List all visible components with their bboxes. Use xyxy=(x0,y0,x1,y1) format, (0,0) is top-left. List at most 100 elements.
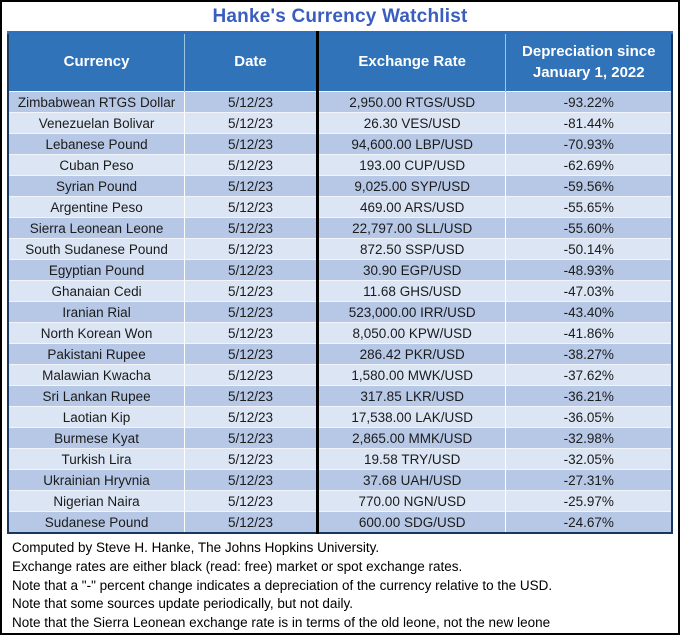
cell-rate: 600.00 SDG/USD xyxy=(315,511,507,533)
cell-rate: 286.42 PKR/USD xyxy=(315,343,507,365)
cell-rate: 2,950.00 RTGS/USD xyxy=(315,91,507,113)
table-row: Sri Lankan Rupee 5/12/23 317.85 LKR/USD -36… xyxy=(8,385,672,407)
header-row: Currency Date Exchange Rate Depreciation… xyxy=(8,32,672,92)
cell-rate: 523,000.00 IRR/USD xyxy=(315,301,507,323)
table-row: Malawian Kwacha 5/12/23 1,580.00 MWK/USD -3… xyxy=(8,364,672,386)
cell-depreciation: -43.40% xyxy=(505,301,672,323)
cell-rate: 469.00 ARS/USD xyxy=(315,196,507,218)
cell-currency: Sierra Leonean Leone xyxy=(8,217,186,239)
cell-depreciation: -32.05% xyxy=(505,448,672,470)
column-header-exchange-rate: Exchange Rate xyxy=(315,32,507,92)
cell-date: 5/12/23 xyxy=(184,238,318,260)
table-row: Turkish Lira 5/12/23 19.58 TRY/USD -32.05% xyxy=(8,448,672,470)
cell-rate: 770.00 NGN/USD xyxy=(315,490,507,512)
table-row: Pakistani Rupee 5/12/23 286.42 PKR/USD -38.… xyxy=(8,343,672,365)
cell-depreciation: -25.97% xyxy=(505,490,672,512)
cell-rate: 26.30 VES/USD xyxy=(315,112,507,134)
table-row: South Sudanese Pound 5/12/23 872.50 SSP/US… xyxy=(8,238,672,260)
footnote-line: Exchange rates are either black (read: f… xyxy=(12,558,463,574)
cell-depreciation: -62.69% xyxy=(505,154,672,176)
cell-depreciation: -38.27% xyxy=(505,343,672,365)
cell-currency: North Korean Won xyxy=(8,322,186,344)
cell-currency: Ghanaian Cedi xyxy=(8,280,186,302)
cell-currency: Egyptian Pound xyxy=(8,259,186,281)
cell-depreciation: -41.86% xyxy=(505,322,672,344)
cell-currency: Pakistani Rupee xyxy=(8,343,186,365)
table-container: Currency Date Exchange Rate Depreciation… xyxy=(2,31,678,534)
footnote-line: Note that the Sierra Leonean exchange ra… xyxy=(12,615,551,631)
table-row: Zimbabwean RTGS Dollar 5/12/23 2,950.00 RT… xyxy=(8,91,672,113)
table-row: Sierra Leonean Leone 5/12/23 22,797.00 SLL… xyxy=(8,217,672,239)
cell-rate: 11.68 GHS/USD xyxy=(315,280,507,302)
cell-rate: 2,865.00 MMK/USD xyxy=(315,427,507,449)
cell-rate: 94,600.00 LBP/USD xyxy=(315,133,507,155)
footnote-line: Computed by Steve H. Hanke, The Johns Ho… xyxy=(12,540,380,555)
cell-rate: 19.58 TRY/USD xyxy=(315,448,507,470)
table-row: North Korean Won 5/12/23 8,050.00 KPW/USD -… xyxy=(8,322,672,344)
cell-date: 5/12/23 xyxy=(184,217,318,239)
cell-date: 5/12/23 xyxy=(184,91,318,113)
cell-depreciation: -81.44% xyxy=(505,112,672,134)
cell-currency: Turkish Lira xyxy=(8,448,186,470)
cell-date: 5/12/23 xyxy=(184,154,318,176)
table-row: Syrian Pound 5/12/23 9,025.00 SYP/USD -59.5… xyxy=(8,175,672,197)
table-row: Nigerian Naira 5/12/23 770.00 NGN/USD -25.9… xyxy=(8,490,672,512)
cell-date: 5/12/23 xyxy=(184,196,318,218)
cell-currency: Burmese Kyat xyxy=(8,427,186,449)
table-row: Lebanese Pound 5/12/23 94,600.00 LBP/USD -7… xyxy=(8,133,672,155)
cell-depreciation: -24.67% xyxy=(505,511,672,533)
cell-currency: Sri Lankan Rupee xyxy=(8,385,186,407)
cell-depreciation: -55.65% xyxy=(505,196,672,218)
cell-depreciation: -47.03% xyxy=(505,280,672,302)
table-header: Currency Date Exchange Rate Depreciation… xyxy=(8,32,672,92)
column-header-date: Date xyxy=(184,32,318,92)
currency-table: Currency Date Exchange Rate Depreciation… xyxy=(7,31,673,534)
cell-rate: 1,580.00 MWK/USD xyxy=(315,364,507,386)
cell-currency: Zimbabwean RTGS Dollar xyxy=(8,91,186,113)
cell-currency: Iranian Rial xyxy=(8,301,186,323)
cell-depreciation: -48.93% xyxy=(505,259,672,281)
cell-depreciation: -27.31% xyxy=(505,469,672,491)
cell-depreciation: -59.56% xyxy=(505,175,672,197)
cell-currency: Argentine Peso xyxy=(8,196,186,218)
column-header-depreciation: Depreciation since January 1, 2022 xyxy=(505,32,672,92)
cell-depreciation: -55.60% xyxy=(505,217,672,239)
cell-date: 5/12/23 xyxy=(184,448,318,470)
cell-currency: Sudanese Pound xyxy=(8,511,186,533)
table-row: Iranian Rial 5/12/23 523,000.00 IRR/USD -43… xyxy=(8,301,672,323)
cell-currency: Ukrainian Hryvnia xyxy=(8,469,186,491)
cell-date: 5/12/23 xyxy=(184,385,318,407)
cell-currency: Cuban Peso xyxy=(8,154,186,176)
cell-rate: 193.00 CUP/USD xyxy=(315,154,507,176)
table-row: Sudanese Pound 5/12/23 600.00 SDG/USD -24.6… xyxy=(8,511,672,533)
table-row: Burmese Kyat 5/12/23 2,865.00 MMK/USD -32.9… xyxy=(8,427,672,449)
cell-currency: Venezuelan Bolivar xyxy=(8,112,186,134)
cell-currency: Lebanese Pound xyxy=(8,133,186,155)
cell-currency: Malawian Kwacha xyxy=(8,364,186,386)
cell-date: 5/12/23 xyxy=(184,469,318,491)
cell-date: 5/12/23 xyxy=(184,511,318,533)
table-row: Egyptian Pound 5/12/23 30.90 EGP/USD -48.93… xyxy=(8,259,672,281)
cell-currency: Nigerian Naira xyxy=(8,490,186,512)
cell-currency: South Sudanese Pound xyxy=(8,238,186,260)
cell-rate: 17,538.00 LAK/USD xyxy=(315,406,507,428)
cell-date: 5/12/23 xyxy=(184,490,318,512)
footnotes: Computed by Steve H. Hanke, The Johns Ho… xyxy=(2,534,678,633)
cell-depreciation: -37.62% xyxy=(505,364,672,386)
cell-rate: 30.90 EGP/USD xyxy=(315,259,507,281)
cell-rate: 9,025.00 SYP/USD xyxy=(315,175,507,197)
cell-depreciation: -36.21% xyxy=(505,385,672,407)
cell-date: 5/12/23 xyxy=(184,259,318,281)
table-row: Argentine Peso 5/12/23 469.00 ARS/USD -55.6… xyxy=(8,196,672,218)
cell-date: 5/12/23 xyxy=(184,133,318,155)
cell-depreciation: -50.14% xyxy=(505,238,672,260)
cell-rate: 872.50 SSP/USD xyxy=(315,238,507,260)
cell-depreciation: -36.05% xyxy=(505,406,672,428)
cell-depreciation: -70.93% xyxy=(505,133,672,155)
cell-date: 5/12/23 xyxy=(184,343,318,365)
cell-date: 5/12/23 xyxy=(184,280,318,302)
cell-date: 5/12/23 xyxy=(184,175,318,197)
cell-date: 5/12/23 xyxy=(184,322,318,344)
cell-currency: Syrian Pound xyxy=(8,175,186,197)
